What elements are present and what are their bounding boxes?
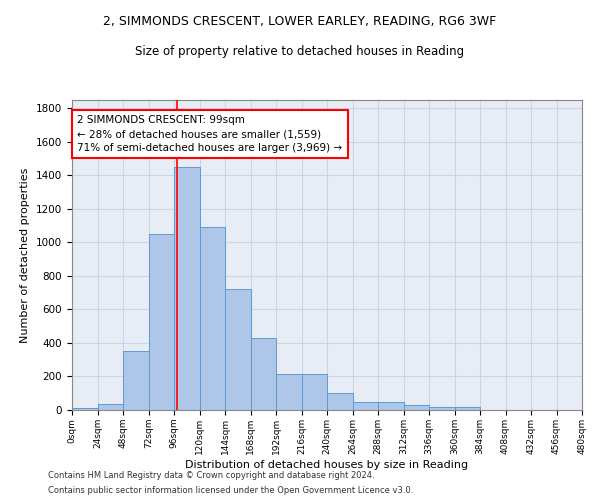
Bar xyxy=(455,408,480,410)
Bar xyxy=(199,228,225,410)
Bar xyxy=(225,288,251,410)
X-axis label: Distribution of detached houses by size in Reading: Distribution of detached houses by size … xyxy=(185,460,469,469)
Bar xyxy=(97,404,123,410)
Text: 2, SIMMONDS CRESCENT, LOWER EARLEY, READING, RG6 3WF: 2, SIMMONDS CRESCENT, LOWER EARLEY, READ… xyxy=(103,15,497,28)
Bar xyxy=(404,405,429,410)
Bar xyxy=(72,408,97,410)
Bar xyxy=(251,338,276,410)
Bar xyxy=(149,234,174,410)
Bar xyxy=(378,402,404,410)
Y-axis label: Number of detached properties: Number of detached properties xyxy=(20,168,31,342)
Text: Contains HM Land Registry data © Crown copyright and database right 2024.: Contains HM Land Registry data © Crown c… xyxy=(48,471,374,480)
Bar xyxy=(174,167,199,410)
Bar xyxy=(353,402,378,410)
Bar xyxy=(327,393,353,410)
Text: 2 SIMMONDS CRESCENT: 99sqm
← 28% of detached houses are smaller (1,559)
71% of s: 2 SIMMONDS CRESCENT: 99sqm ← 28% of deta… xyxy=(77,115,343,153)
Bar xyxy=(429,406,455,410)
Bar xyxy=(123,352,149,410)
Text: Contains public sector information licensed under the Open Government Licence v3: Contains public sector information licen… xyxy=(48,486,413,495)
Text: Size of property relative to detached houses in Reading: Size of property relative to detached ho… xyxy=(136,45,464,58)
Bar xyxy=(302,374,327,410)
Bar xyxy=(276,374,302,410)
